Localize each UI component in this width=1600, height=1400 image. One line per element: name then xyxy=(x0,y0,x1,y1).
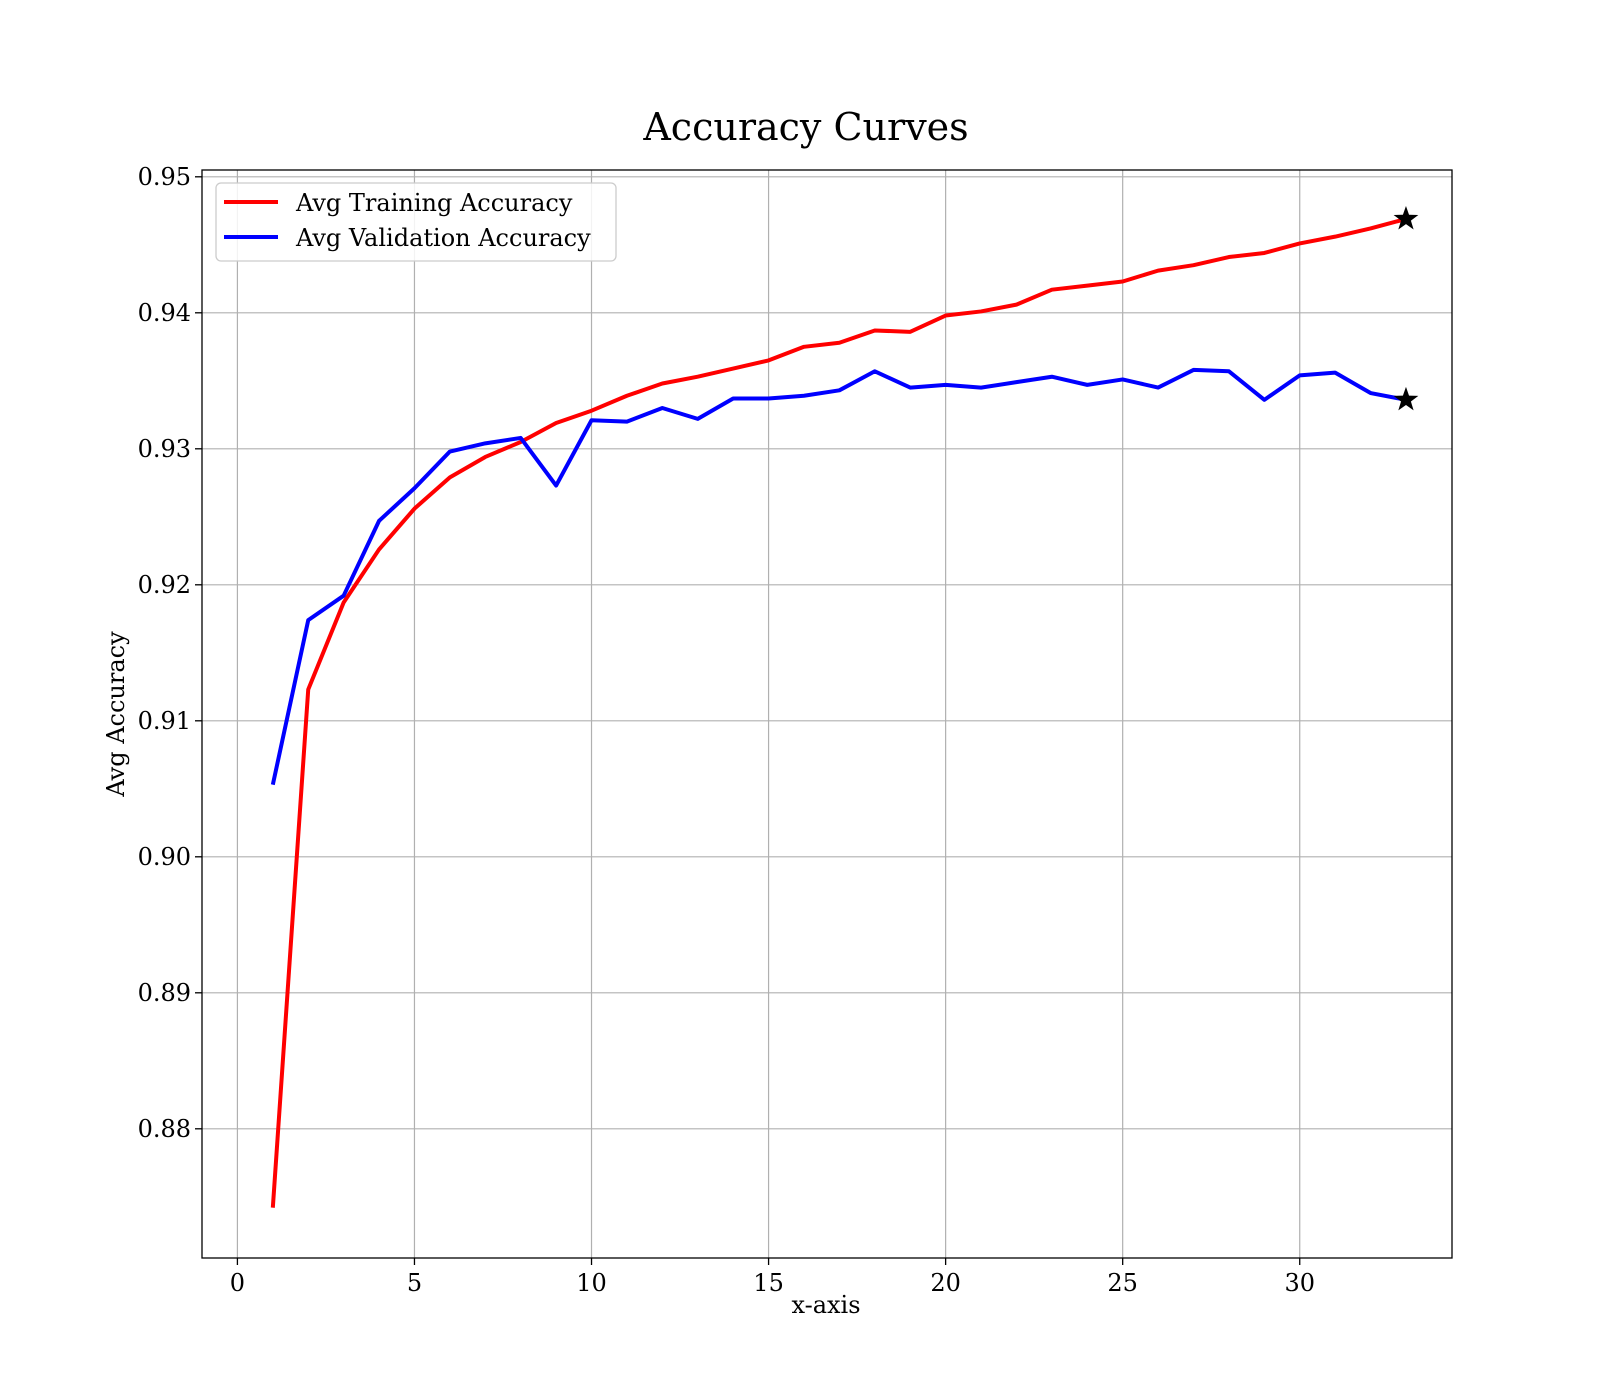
validation-accuracy-line xyxy=(270,367,1407,786)
chart-title: Accuracy Curves xyxy=(642,105,968,149)
x-tick-label: 30 xyxy=(1284,1269,1315,1297)
x-tick-label: 0 xyxy=(230,1269,245,1297)
legend-label-validation: Avg Validation Accuracy xyxy=(295,224,591,252)
training-accuracy-line xyxy=(270,217,1407,1208)
y-tick-label: 0.95 xyxy=(138,163,191,191)
y-tick-label: 0.93 xyxy=(138,435,191,463)
y-tick-label: 0.88 xyxy=(138,1115,191,1143)
y-axis-title: Avg Accuracy xyxy=(102,631,130,798)
y-tick-label: 0.89 xyxy=(138,979,191,1007)
legend-label-training: Avg Training Accuracy xyxy=(295,189,573,217)
y-axis-ticks: 0.88 0.89 0.90 0.91 0.92 0.93 0.94 0.95 xyxy=(138,163,202,1143)
y-tick-label: 0.91 xyxy=(138,707,191,735)
training-final-star xyxy=(1393,205,1419,230)
grid-lines xyxy=(202,170,1452,1258)
series-lines xyxy=(270,217,1407,1208)
x-tick-label: 10 xyxy=(576,1269,607,1297)
y-tick-label: 0.90 xyxy=(138,843,191,871)
y-tick-label: 0.92 xyxy=(138,571,191,599)
x-tick-label: 15 xyxy=(753,1269,784,1297)
validation-final-star xyxy=(1393,386,1419,411)
x-axis-title: x-axis xyxy=(791,1291,860,1319)
legend: Avg Training Accuracy Avg Validation Acc… xyxy=(215,182,617,262)
x-tick-label: 20 xyxy=(930,1269,961,1297)
y-tick-label: 0.94 xyxy=(138,299,191,327)
end-markers xyxy=(1393,205,1419,411)
x-tick-label: 5 xyxy=(407,1269,422,1297)
plot-frame xyxy=(201,169,1453,1259)
x-tick-label: 25 xyxy=(1107,1269,1138,1297)
legend-box xyxy=(215,182,617,262)
x-axis-ticks: 0 5 10 15 20 25 30 xyxy=(230,1258,1315,1297)
